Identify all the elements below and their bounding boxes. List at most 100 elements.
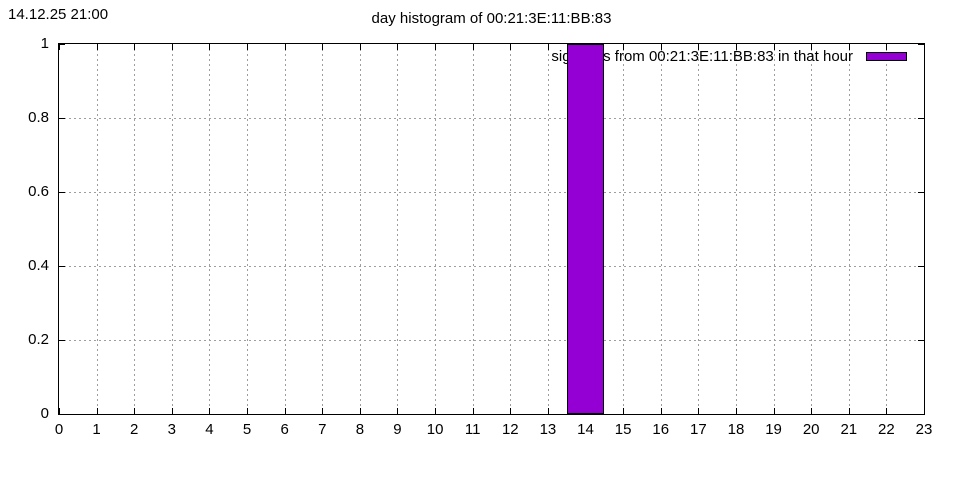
x-tick-label: 23 xyxy=(915,421,933,438)
x-tick-mark xyxy=(886,44,888,50)
x-tick-label: 14 xyxy=(577,421,594,438)
x-tick-mark xyxy=(924,44,925,50)
y-tick-mark xyxy=(59,44,65,45)
y-tick-mark xyxy=(59,414,65,415)
vertical-gridline xyxy=(811,44,813,414)
x-tick-label: 20 xyxy=(802,421,820,438)
x-tick-mark xyxy=(773,44,775,50)
x-tick-mark xyxy=(735,408,737,414)
x-tick-mark xyxy=(886,408,888,414)
x-tick-mark xyxy=(435,408,437,414)
x-tick-mark xyxy=(472,44,474,50)
y-tick-mark xyxy=(918,44,924,45)
x-tick-label: 12 xyxy=(501,421,519,438)
x-tick-mark xyxy=(59,44,60,50)
legend: sightings from 00:21:3E:11:BB:83 in that… xyxy=(551,48,907,65)
x-tick-mark xyxy=(59,408,60,414)
x-tick-mark xyxy=(171,408,173,414)
vertical-gridline xyxy=(698,44,700,414)
horizontal-gridline xyxy=(59,340,924,341)
y-tick-mark xyxy=(918,192,924,193)
x-tick-mark xyxy=(811,44,813,50)
vertical-gridline xyxy=(435,44,437,414)
vertical-gridline xyxy=(397,44,399,414)
chart-title: day histogram of 00:21:3E:11:BB:83 xyxy=(371,10,612,27)
horizontal-gridline xyxy=(59,192,924,193)
x-tick-label: 17 xyxy=(690,421,707,438)
x-tick-mark xyxy=(547,408,549,414)
x-tick-mark xyxy=(322,408,324,414)
x-tick-mark xyxy=(623,408,625,414)
y-tick-label: 0.2 xyxy=(28,331,49,348)
x-tick-mark xyxy=(134,44,136,50)
plot-timestamp: 14.12.25 21:00 xyxy=(8,6,109,23)
vertical-gridline xyxy=(209,44,211,414)
x-tick-label: 13 xyxy=(539,421,557,438)
x-tick-mark xyxy=(472,408,474,414)
x-tick-mark xyxy=(735,44,737,50)
y-tick-label: 1 xyxy=(40,35,49,52)
vertical-gridline xyxy=(359,44,361,414)
vertical-gridline xyxy=(547,44,549,414)
y-tick-mark xyxy=(918,118,924,119)
vertical-gridline xyxy=(773,44,775,414)
y-tick-label: 0.4 xyxy=(28,257,49,274)
x-tick-label: 15 xyxy=(614,421,632,438)
x-tick-label: 2 xyxy=(130,421,139,438)
y-tick-label: 0.6 xyxy=(28,183,49,200)
x-tick-mark xyxy=(284,44,286,50)
x-tick-mark xyxy=(510,408,512,414)
vertical-gridline xyxy=(848,44,850,414)
x-tick-mark xyxy=(359,44,361,50)
vertical-gridline xyxy=(886,44,888,414)
x-tick-mark xyxy=(924,408,925,414)
x-tick-mark xyxy=(96,408,98,414)
x-tick-mark xyxy=(660,408,662,414)
vertical-gridline xyxy=(96,44,98,414)
x-tick-mark xyxy=(209,44,211,50)
x-tick-mark xyxy=(510,44,512,50)
x-tick-mark xyxy=(698,44,700,50)
x-tick-label: 0 xyxy=(54,421,64,438)
x-tick-mark xyxy=(322,44,324,50)
x-tick-mark xyxy=(811,408,813,414)
x-tick-mark xyxy=(171,44,173,50)
x-tick-label: 18 xyxy=(727,421,745,438)
x-tick-mark xyxy=(547,44,549,50)
y-tick-mark xyxy=(918,414,924,415)
x-tick-mark xyxy=(660,44,662,50)
vertical-gridline xyxy=(660,44,662,414)
x-tick-mark xyxy=(397,408,399,414)
horizontal-gridline xyxy=(59,118,924,119)
x-tick-mark xyxy=(359,408,361,414)
x-tick-label: 11 xyxy=(464,421,481,438)
y-tick-mark xyxy=(59,266,65,267)
histogram-bar xyxy=(566,44,605,414)
x-tick-label: 5 xyxy=(242,421,252,438)
legend-label: sightings from 00:21:3E:11:BB:83 in that… xyxy=(551,48,853,65)
x-tick-mark xyxy=(773,408,775,414)
x-tick-mark xyxy=(284,408,286,414)
vertical-gridline xyxy=(284,44,286,414)
x-tick-label: 6 xyxy=(280,421,289,438)
y-tick-label: 0 xyxy=(40,405,49,422)
x-tick-label: 21 xyxy=(840,421,858,438)
vertical-gridline xyxy=(735,44,737,414)
x-tick-label: 9 xyxy=(393,421,402,438)
vertical-gridline xyxy=(510,44,512,414)
x-tick-mark xyxy=(698,408,700,414)
x-tick-label: 10 xyxy=(426,421,444,438)
x-tick-mark xyxy=(623,44,625,50)
y-tick-mark xyxy=(59,340,65,341)
vertical-gridline xyxy=(134,44,136,414)
x-tick-label: 1 xyxy=(92,421,101,438)
x-tick-mark xyxy=(397,44,399,50)
y-tick-mark xyxy=(59,118,65,119)
x-tick-mark xyxy=(247,44,249,50)
x-tick-label: 22 xyxy=(878,421,895,438)
vertical-gridline xyxy=(247,44,249,414)
x-tick-mark xyxy=(848,408,850,414)
plot-area: sightings from 00:21:3E:11:BB:83 in that… xyxy=(58,43,925,415)
y-tick-mark xyxy=(918,266,924,267)
